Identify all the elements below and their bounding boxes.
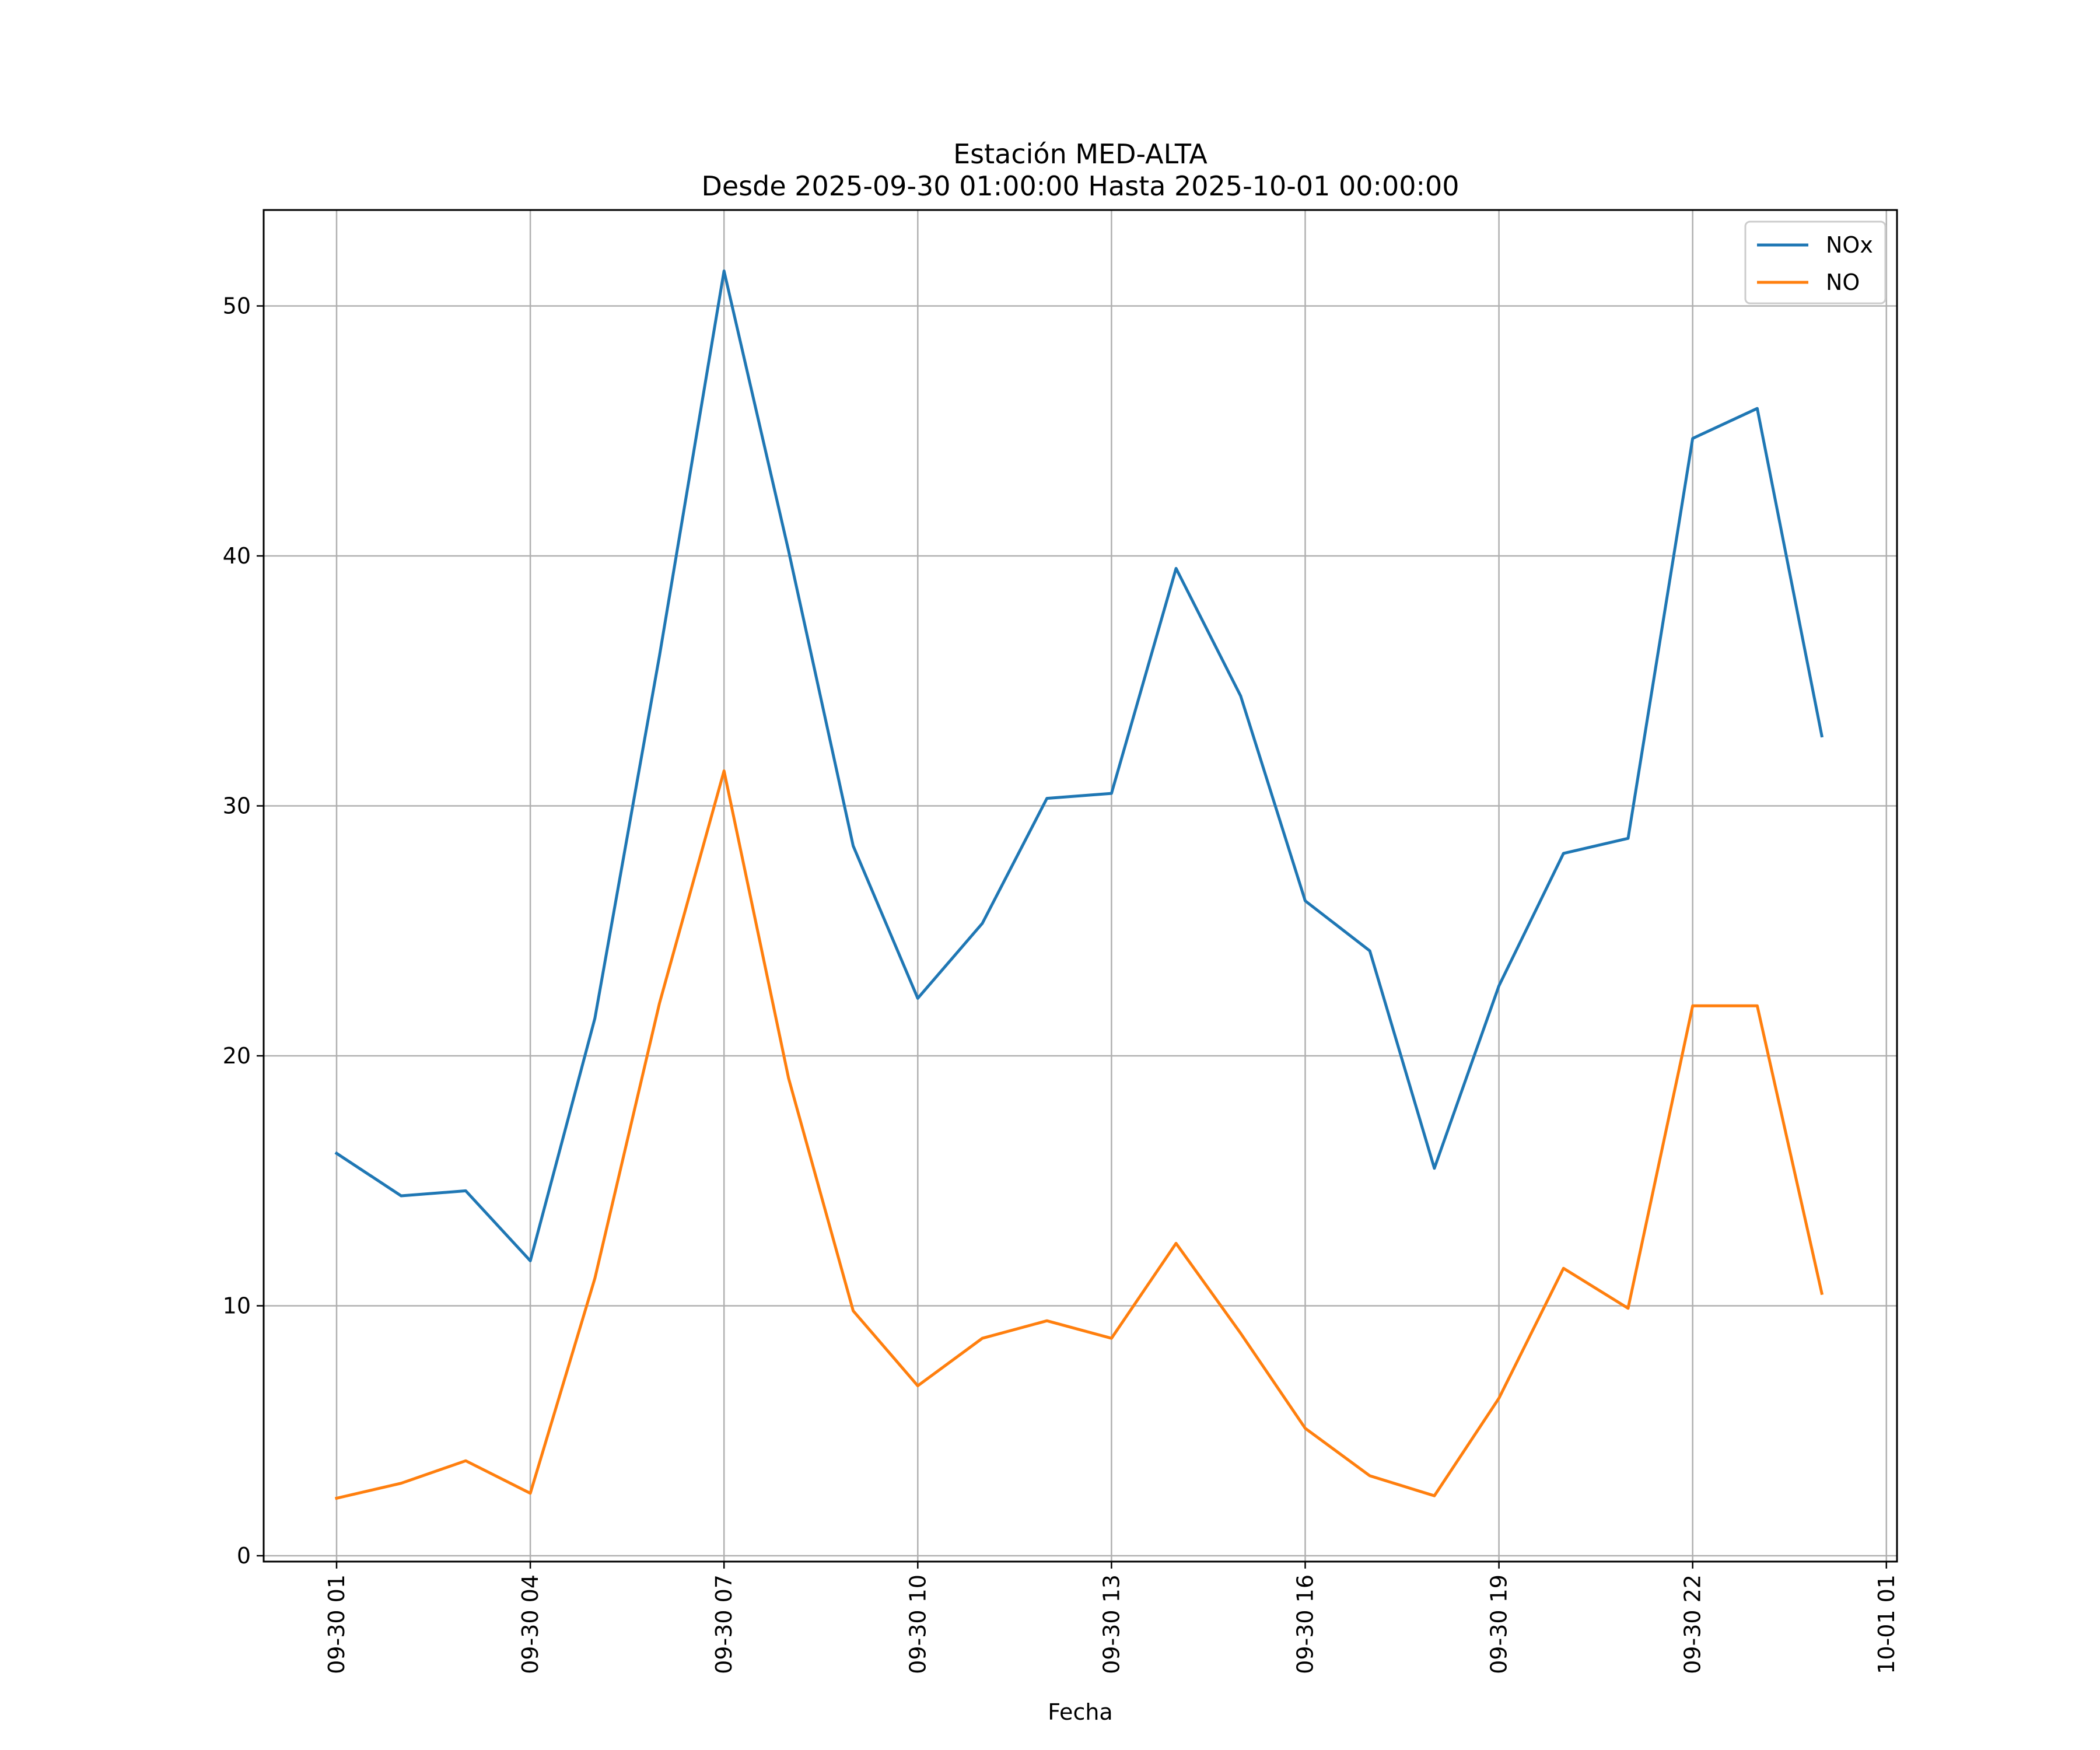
data-point-nox bbox=[1304, 899, 1307, 902]
x-tick-label: 09-30 22 bbox=[1680, 1574, 1706, 1674]
data-point-no bbox=[1239, 1332, 1242, 1335]
data-point-nox bbox=[1174, 566, 1178, 570]
y-axis: 0 10 20 30 40 50 bbox=[223, 293, 264, 1569]
series-line-no bbox=[334, 769, 1824, 1500]
data-point-nox bbox=[1239, 694, 1242, 698]
series-line-nox bbox=[334, 270, 1824, 1262]
chart-title: Estación MED-ALTA bbox=[953, 138, 1208, 170]
data-point-no bbox=[1820, 1292, 1824, 1295]
data-point-no bbox=[593, 1276, 597, 1280]
data-point-nox bbox=[1755, 407, 1759, 410]
x-tick-label: 09-30 19 bbox=[1486, 1574, 1512, 1674]
y-tick-label: 20 bbox=[223, 1043, 251, 1069]
data-point-nox bbox=[787, 549, 790, 552]
x-tick-label: 09-30 13 bbox=[1098, 1574, 1124, 1674]
data-point-no bbox=[1110, 1336, 1113, 1340]
y-tick-label: 50 bbox=[223, 293, 251, 319]
legend-label-no: NO bbox=[1826, 270, 1860, 295]
y-tick-label: 10 bbox=[223, 1293, 251, 1319]
x-tick-label: 09-30 10 bbox=[905, 1574, 930, 1674]
data-point-nox bbox=[1110, 792, 1113, 795]
data-point-no bbox=[981, 1336, 984, 1340]
data-point-nox bbox=[1626, 836, 1630, 840]
x-tick-label: 09-30 01 bbox=[324, 1574, 349, 1674]
data-point-nox bbox=[1691, 437, 1695, 440]
data-point-no bbox=[1626, 1307, 1630, 1310]
data-point-no bbox=[335, 1496, 338, 1500]
x-tick-label: 09-30 04 bbox=[517, 1574, 543, 1674]
y-tick-label: 40 bbox=[223, 543, 251, 569]
data-point-no bbox=[1174, 1241, 1178, 1245]
data-point-no bbox=[1691, 1004, 1695, 1007]
data-point-nox bbox=[1045, 797, 1049, 800]
data-point-no bbox=[1368, 1474, 1371, 1478]
data-point-no bbox=[1304, 1427, 1307, 1430]
x-axis-label: Fecha bbox=[1048, 1699, 1112, 1725]
data-point-no bbox=[1433, 1494, 1436, 1497]
data-point-nox bbox=[400, 1194, 403, 1198]
data-point-no bbox=[1045, 1319, 1049, 1322]
data-point-nox bbox=[981, 922, 984, 925]
data-point-nox bbox=[528, 1259, 532, 1262]
y-tick-label: 0 bbox=[237, 1543, 251, 1569]
data-point-nox bbox=[1433, 1167, 1436, 1170]
y-tick-label: 30 bbox=[223, 793, 251, 819]
data-point-nox bbox=[658, 654, 662, 657]
x-tick-label: 09-30 07 bbox=[711, 1574, 737, 1674]
data-point-nox bbox=[335, 1152, 338, 1155]
data-point-no bbox=[658, 1002, 662, 1005]
legend: NOx NO bbox=[1744, 220, 1887, 304]
x-tick-label: 10-01 01 bbox=[1874, 1574, 1899, 1674]
data-point-no bbox=[400, 1482, 403, 1485]
data-point-nox bbox=[916, 996, 919, 1000]
data-point-no bbox=[722, 769, 726, 773]
data-point-nox bbox=[593, 1017, 597, 1020]
data-point-nox bbox=[852, 844, 855, 848]
data-point-nox bbox=[1562, 852, 1565, 855]
data-point-no bbox=[787, 1077, 790, 1080]
data-point-nox bbox=[1497, 984, 1501, 988]
plot-frame bbox=[262, 209, 1898, 1563]
data-point-nox bbox=[1820, 734, 1824, 738]
data-point-nox bbox=[464, 1189, 467, 1192]
data-point-nox bbox=[722, 270, 726, 273]
legend-label-nox: NOx bbox=[1826, 232, 1873, 258]
data-point-no bbox=[916, 1384, 919, 1388]
x-tick-label: 09-30 16 bbox=[1293, 1574, 1318, 1674]
data-point-no bbox=[1497, 1396, 1501, 1400]
chart-subtitle: Desde 2025-09-30 01:00:00 Hasta 2025-10-… bbox=[701, 170, 1459, 202]
x-axis: 09-30 01 09-30 04 09-30 07 09-30 10 09-30 13… bbox=[324, 1562, 1899, 1674]
data-point-no bbox=[1755, 1004, 1759, 1007]
data-point-nox bbox=[1368, 949, 1371, 953]
data-point-no bbox=[528, 1492, 532, 1495]
data-point-no bbox=[1562, 1266, 1565, 1270]
series-lines bbox=[334, 270, 1824, 1500]
data-point-no bbox=[464, 1459, 467, 1462]
data-point-no bbox=[852, 1309, 855, 1312]
